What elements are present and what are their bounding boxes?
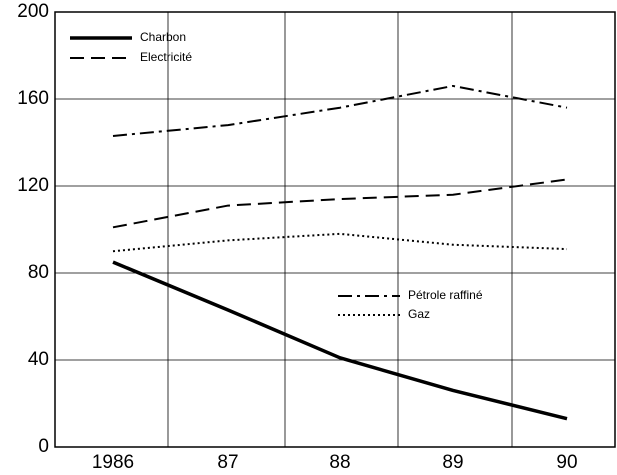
y-tick-label: 160 bbox=[17, 88, 49, 109]
legend-label: Electricité bbox=[140, 50, 192, 64]
y-tick-label: 40 bbox=[28, 349, 49, 370]
plot-frame bbox=[54, 11, 616, 448]
y-tick-label: 120 bbox=[17, 175, 49, 196]
series-line bbox=[112, 178, 568, 229]
y-tick-label: 0 bbox=[38, 436, 49, 457]
y-tick-label: 200 bbox=[17, 1, 49, 22]
legend-label: Gaz bbox=[408, 307, 430, 321]
x-tick-label: 88 bbox=[329, 452, 350, 473]
series-line bbox=[112, 232, 568, 253]
legend-label: Charbon bbox=[140, 30, 186, 44]
series-line bbox=[112, 84, 568, 137]
x-tick-label: 89 bbox=[442, 452, 463, 473]
x-tick-label: 90 bbox=[556, 452, 577, 473]
series-line bbox=[112, 260, 568, 421]
x-tick-label: 87 bbox=[217, 452, 238, 473]
legend-label: Pétrole raffiné bbox=[408, 288, 483, 302]
y-tick-label: 80 bbox=[28, 262, 49, 283]
x-tick-label: 1986 bbox=[92, 452, 134, 473]
